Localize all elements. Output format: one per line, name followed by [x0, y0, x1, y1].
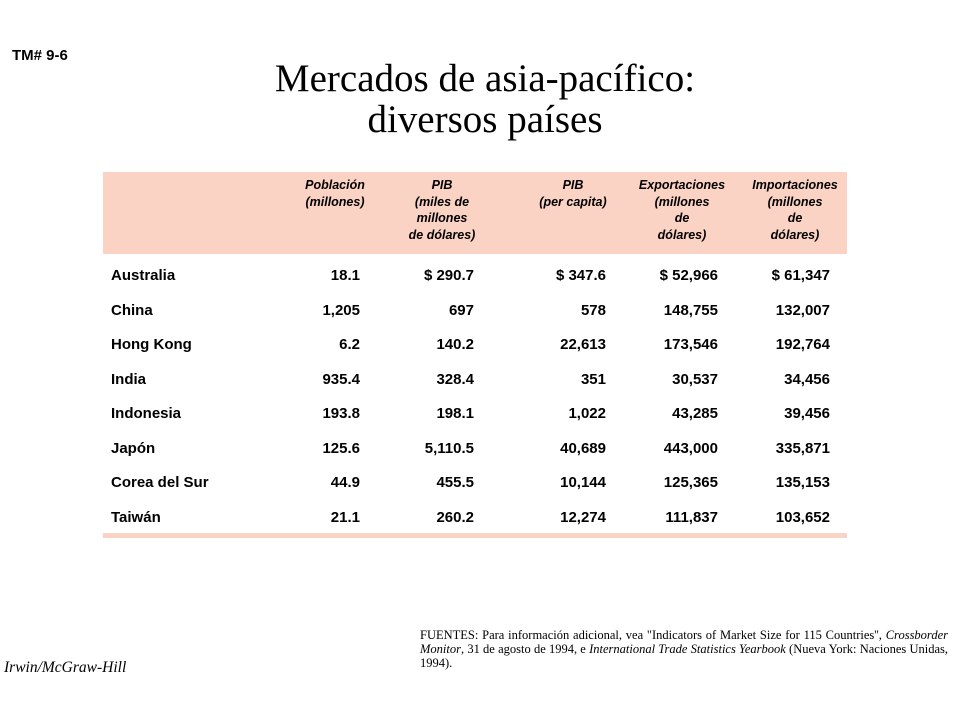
cell-importaciones: 192,764: [775, 336, 830, 353]
cell-importaciones: 34,456: [784, 370, 830, 388]
sources-publication-1: Crossborder Monitor: [420, 628, 948, 656]
cell-poblacion: 18.1: [330, 267, 360, 284]
table-bottom-rule: [103, 533, 847, 538]
cell-pib: 697: [448, 301, 474, 319]
cell-country: Hong Kong: [111, 336, 192, 353]
table-row: Japón 125.6 5,110.5 40,689 443,000 335,871: [103, 439, 847, 473]
table-row: Australia 18.1 $ 290.7 $ 347.6 $ 52,966 $ 61,…: [103, 266, 847, 300]
slide-id-label: TM# 9-6: [12, 47, 68, 64]
header-pib-per-capita: PIB (per capita): [539, 178, 607, 209]
header-pib: PIB (miles de millones de dólares): [408, 178, 476, 242]
cell-exportaciones: $ 52,966: [659, 267, 718, 284]
cell-country: China: [111, 301, 153, 319]
table-row: Hong Kong 6.2 140.2 22,613 173,546 192,764: [103, 335, 847, 369]
cell-pib-per-capita: 578: [580, 301, 606, 319]
slide-title: Mercados de asia-pacífico: diversos país…: [160, 58, 810, 140]
header-exportaciones: Exportaciones (millones de dólares): [638, 178, 726, 242]
title-line-1: Mercados de asia-pacífico:: [274, 57, 696, 100]
cell-pib: 140.2: [436, 336, 474, 353]
cell-pib-per-capita: 22,613: [560, 336, 606, 353]
header-importaciones: Importaciones (millones de dólares): [752, 178, 838, 242]
cell-exportaciones: 43,285: [672, 405, 718, 422]
cell-pib-per-capita: 351: [580, 370, 606, 388]
cell-poblacion: 44.9: [330, 474, 360, 491]
cell-poblacion: 193.8: [322, 405, 360, 422]
cell-importaciones: $ 61,347: [771, 267, 830, 284]
table-row: Indonesia 193.8 198.1 1,022 43,285 39,456: [103, 404, 847, 438]
cell-country: Japón: [111, 439, 156, 457]
cell-exportaciones: 173,546: [663, 336, 718, 353]
table-row: Taiwán 21.1 260.2 12,274 111,837 103,652: [103, 508, 847, 542]
cell-pib: 260.2: [436, 508, 474, 526]
cell-poblacion: 6.2: [339, 336, 360, 353]
table-row: China 1,205 697 578 148,755 132,007: [103, 301, 847, 335]
cell-exportaciones: 148,755: [663, 301, 718, 319]
cell-country: Corea del Sur: [111, 474, 209, 491]
cell-pib: 198.1: [436, 405, 474, 422]
cell-exportaciones: 125,365: [663, 474, 718, 491]
cell-importaciones: 132,007: [775, 301, 830, 319]
cell-importaciones: 335,871: [775, 439, 830, 457]
cell-country: Indonesia: [111, 405, 182, 422]
sources-middle: , 31 de agosto de 1994, e: [460, 642, 590, 656]
cell-poblacion: 125.6: [322, 439, 360, 457]
cell-pib: 455.5: [436, 474, 474, 491]
sources-suffix: (Nueva York: Naciones Unidas, 1994).: [420, 642, 949, 670]
title-line-2: diversos países: [367, 98, 603, 141]
cell-pib: $ 290.7: [423, 267, 474, 284]
cell-importaciones: 103,652: [775, 508, 830, 526]
cell-poblacion: 21.1: [330, 508, 360, 526]
cell-importaciones: 135,153: [775, 474, 830, 491]
publisher-label: Irwin/McGraw-Hill: [4, 659, 127, 676]
cell-importaciones: 39,456: [784, 405, 830, 422]
cell-pib-per-capita: 12,274: [560, 508, 606, 526]
cell-country: Taiwán: [111, 508, 161, 526]
sources-publication-2: International Trade Statistics Yearbook: [589, 642, 786, 656]
cell-pib: 5,110.5: [424, 439, 474, 457]
cell-pib-per-capita: 10,144: [560, 474, 606, 491]
cell-country: Australia: [111, 267, 176, 284]
header-poblacion: Población (millones): [305, 178, 365, 209]
table-header-band: Población (millones) PIB (miles de millo…: [103, 172, 847, 254]
table-row: Corea del Sur 44.9 455.5 10,144 125,365 135,1…: [103, 473, 847, 507]
cell-pib-per-capita: 40,689: [560, 439, 606, 457]
cell-poblacion: 935.4: [322, 370, 360, 388]
cell-pib-per-capita: $ 347.6: [555, 267, 606, 284]
table-row: India 935.4 328.4 351 30,537 34,456: [103, 370, 847, 404]
sources-note: FUENTES: Para información adicional, vea…: [420, 628, 948, 670]
cell-exportaciones: 111,837: [665, 508, 718, 526]
cell-pib: 328.4: [436, 370, 474, 388]
cell-exportaciones: 30,537: [672, 370, 718, 388]
sources-prefix: FUENTES: Para información adicional, vea…: [420, 628, 886, 642]
cell-poblacion: 1,205: [322, 301, 360, 319]
cell-country: India: [111, 370, 147, 388]
cell-exportaciones: 443,000: [663, 439, 718, 457]
cell-pib-per-capita: 1,022: [568, 405, 606, 422]
